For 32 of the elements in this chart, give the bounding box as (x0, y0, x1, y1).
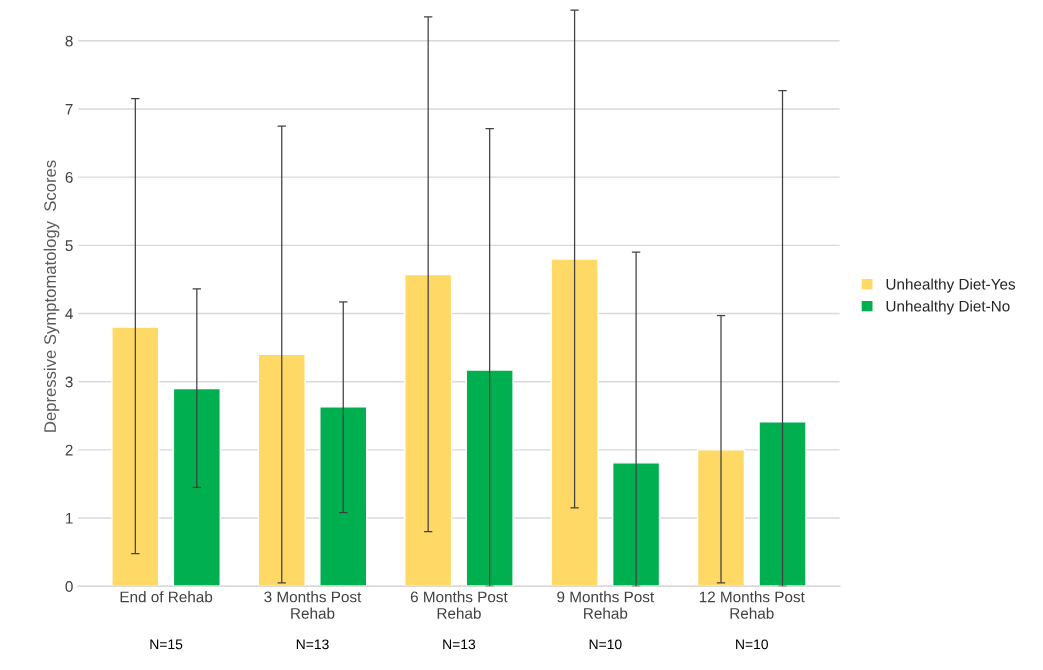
y-tick-label: 6 (65, 172, 73, 183)
y-tick-label: 0 (65, 581, 73, 592)
y-tick-label: 4 (65, 308, 73, 320)
legend-label: Unhealthy Diet-Yes (886, 278, 1016, 293)
text: N=15 (150, 639, 183, 650)
y-tick-label: 3 (65, 376, 73, 388)
y-tick-label: 8 (65, 35, 73, 47)
text: N=13 (296, 639, 329, 650)
x-tick-label: 6 Months Post Rehab (410, 591, 508, 619)
bar (111, 326, 160, 587)
text: N=10 (736, 639, 769, 650)
x-tick-label: End of Rehab (120, 591, 213, 603)
bar (172, 387, 221, 587)
y-tick-label: 7 (65, 104, 73, 115)
bar (758, 421, 807, 587)
x-tick-label: 9 Months Post Rehab (557, 591, 655, 619)
y-tick-label: 2 (65, 444, 73, 456)
text: N=13 (443, 639, 476, 650)
bar (319, 406, 368, 587)
y-tick-label: 5 (65, 240, 73, 252)
bar (696, 449, 746, 587)
bar (550, 258, 599, 587)
text: N=10 (589, 639, 622, 650)
bar (465, 369, 514, 587)
x-tick-label: 12 Months Post Rehab (699, 591, 805, 619)
bar (404, 273, 453, 587)
y-axis-title: Depressive Symptomatology Scores (43, 160, 60, 432)
bar (611, 462, 661, 587)
bar (257, 353, 306, 587)
y-tick-label: 1 (66, 513, 73, 524)
x-tick-label: 3 Months Post Rehab (264, 591, 362, 619)
legend-label: Unhealthy Diet-No (886, 300, 1010, 315)
